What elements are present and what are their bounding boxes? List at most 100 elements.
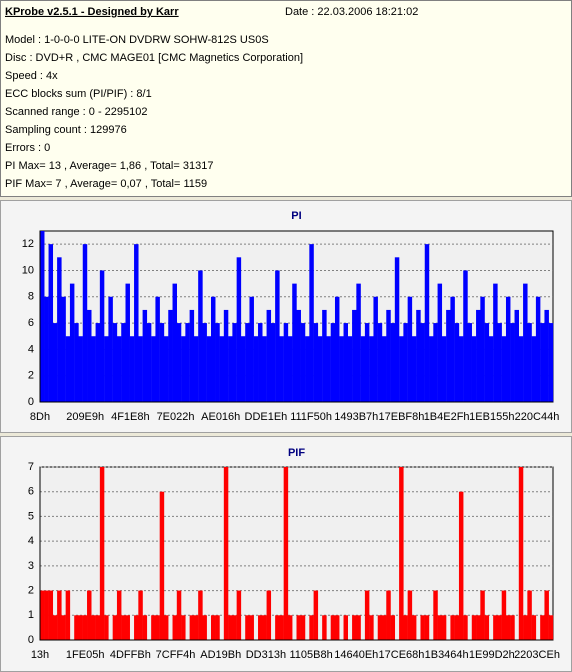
bar (206, 336, 212, 402)
bar (527, 590, 532, 640)
bar (163, 615, 169, 640)
bar (343, 323, 348, 402)
bar (134, 615, 139, 640)
bar (510, 323, 515, 402)
bar (484, 323, 490, 402)
x-tick-label: 220C44h (515, 411, 560, 423)
bar (484, 615, 490, 640)
bar (523, 615, 528, 640)
y-tick-label: 0 (28, 396, 34, 408)
bar (87, 309, 92, 402)
bar (245, 615, 250, 640)
bar (369, 336, 374, 402)
x-tick-label: AD19Bh (200, 649, 241, 661)
bar (407, 590, 413, 640)
bar (429, 336, 434, 402)
bar (275, 270, 280, 402)
bar (202, 323, 207, 402)
bar (262, 615, 267, 640)
x-tick-label: 1B4E2Fh (424, 411, 470, 423)
bar (339, 336, 344, 402)
bar (373, 296, 378, 402)
bar (99, 467, 105, 640)
info-line: Disc : DVD+R , CMC MAGE01 [CMC Magnetics… (5, 52, 303, 64)
bar (390, 323, 396, 402)
bar (471, 615, 477, 640)
bar (317, 336, 323, 402)
bar (309, 615, 314, 640)
bar (176, 323, 182, 402)
bar (108, 296, 113, 402)
bar (399, 467, 404, 640)
bar (322, 309, 327, 402)
bar (433, 323, 438, 402)
x-tick-label: DDE1Eh (245, 411, 288, 423)
bar (202, 615, 207, 640)
bar (228, 336, 233, 402)
bar (343, 615, 348, 640)
bar (236, 257, 242, 402)
x-tick-label: 8Dh (30, 411, 50, 423)
bar (223, 309, 229, 402)
bar (377, 323, 383, 402)
bar (403, 323, 408, 402)
y-tick-label: 6 (28, 486, 34, 498)
bar (172, 283, 177, 402)
bar (471, 336, 477, 402)
bar (330, 615, 336, 640)
bar (497, 615, 502, 640)
bar (44, 590, 49, 640)
bar (403, 615, 408, 640)
bar (275, 615, 280, 640)
x-tick-label: 1493B7h (334, 411, 378, 423)
bar (112, 615, 118, 640)
bar (476, 615, 481, 640)
bar (125, 615, 130, 640)
bar (493, 615, 498, 640)
bar (245, 323, 250, 402)
bar (347, 336, 353, 402)
bar (78, 336, 83, 402)
bar (411, 336, 417, 402)
bar (99, 270, 105, 402)
bar (95, 323, 101, 402)
y-tick-label: 6 (28, 317, 34, 329)
bar (313, 590, 319, 640)
bar (198, 270, 203, 402)
bar (390, 615, 396, 640)
bar (116, 590, 122, 640)
bar (211, 296, 216, 402)
bar (236, 590, 242, 640)
bar (57, 590, 62, 640)
y-tick-label: 5 (28, 510, 34, 522)
bar (501, 590, 507, 640)
info-panel (0, 0, 572, 197)
y-tick-label: 1 (28, 609, 34, 621)
bar (95, 615, 101, 640)
bar (420, 323, 425, 402)
bar (61, 615, 66, 640)
bar (424, 244, 430, 402)
bar (121, 323, 126, 402)
bar (480, 590, 485, 640)
bar (386, 309, 391, 402)
bar (189, 309, 195, 402)
bar (40, 231, 45, 402)
bar (253, 336, 259, 402)
y-tick-label: 0 (28, 634, 34, 646)
info-line: PI Max= 13 , Average= 1,86 , Total= 3131… (5, 160, 213, 172)
bar (270, 323, 276, 402)
bar (356, 615, 361, 640)
x-tick-label: 1B3464h (425, 649, 469, 661)
info-line: ECC blocks sum (PI/PIF) : 8/1 (5, 88, 152, 100)
x-tick-label: 1E99D2h (469, 649, 515, 661)
bar (155, 615, 160, 640)
bar (198, 590, 203, 640)
bar (48, 244, 54, 402)
bar (283, 467, 289, 640)
chart-title: PIF (288, 447, 305, 459)
bar (437, 283, 443, 402)
bar (129, 336, 135, 402)
bar (82, 244, 88, 402)
